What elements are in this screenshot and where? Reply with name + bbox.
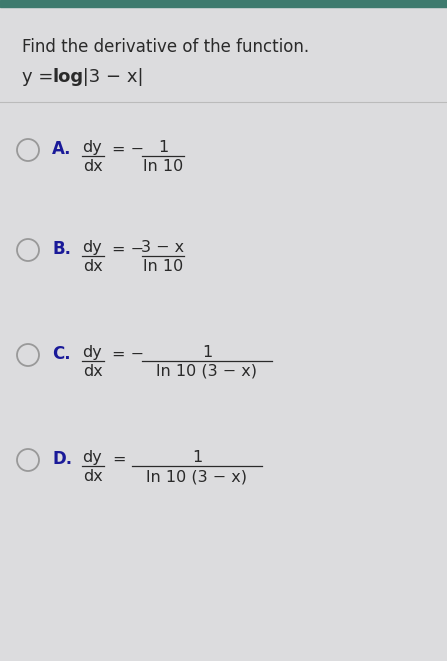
Text: ln 10 (3 − x): ln 10 (3 − x) (156, 364, 257, 379)
Text: D.: D. (52, 450, 72, 468)
Text: = −: = − (112, 142, 144, 157)
Text: dx: dx (83, 469, 103, 484)
Text: 3 − x: 3 − x (141, 240, 185, 255)
Text: |3 − x|: |3 − x| (77, 68, 143, 86)
Bar (0, 0, 447, 7)
Text: = −: = − (112, 347, 144, 362)
Text: dx: dx (83, 159, 103, 174)
Text: 1: 1 (192, 450, 202, 465)
Text: C.: C. (52, 345, 71, 363)
Text: dy: dy (82, 450, 102, 465)
Text: B.: B. (52, 240, 71, 258)
Text: dy: dy (82, 240, 102, 255)
Text: = −: = − (112, 242, 144, 257)
Text: dx: dx (83, 259, 103, 274)
Text: y =: y = (22, 68, 59, 86)
Text: ln 10: ln 10 (143, 259, 183, 274)
Text: dy: dy (82, 140, 102, 155)
Text: ln 10 (3 − x): ln 10 (3 − x) (147, 469, 248, 484)
Text: 1: 1 (158, 140, 168, 155)
Text: ln 10: ln 10 (143, 159, 183, 174)
Text: A.: A. (52, 140, 72, 158)
Text: Find the derivative of the function.: Find the derivative of the function. (22, 38, 309, 56)
Text: dy: dy (82, 345, 102, 360)
Text: log: log (52, 68, 83, 86)
Text: 1: 1 (202, 345, 212, 360)
Text: =: = (112, 452, 126, 467)
Text: dx: dx (83, 364, 103, 379)
